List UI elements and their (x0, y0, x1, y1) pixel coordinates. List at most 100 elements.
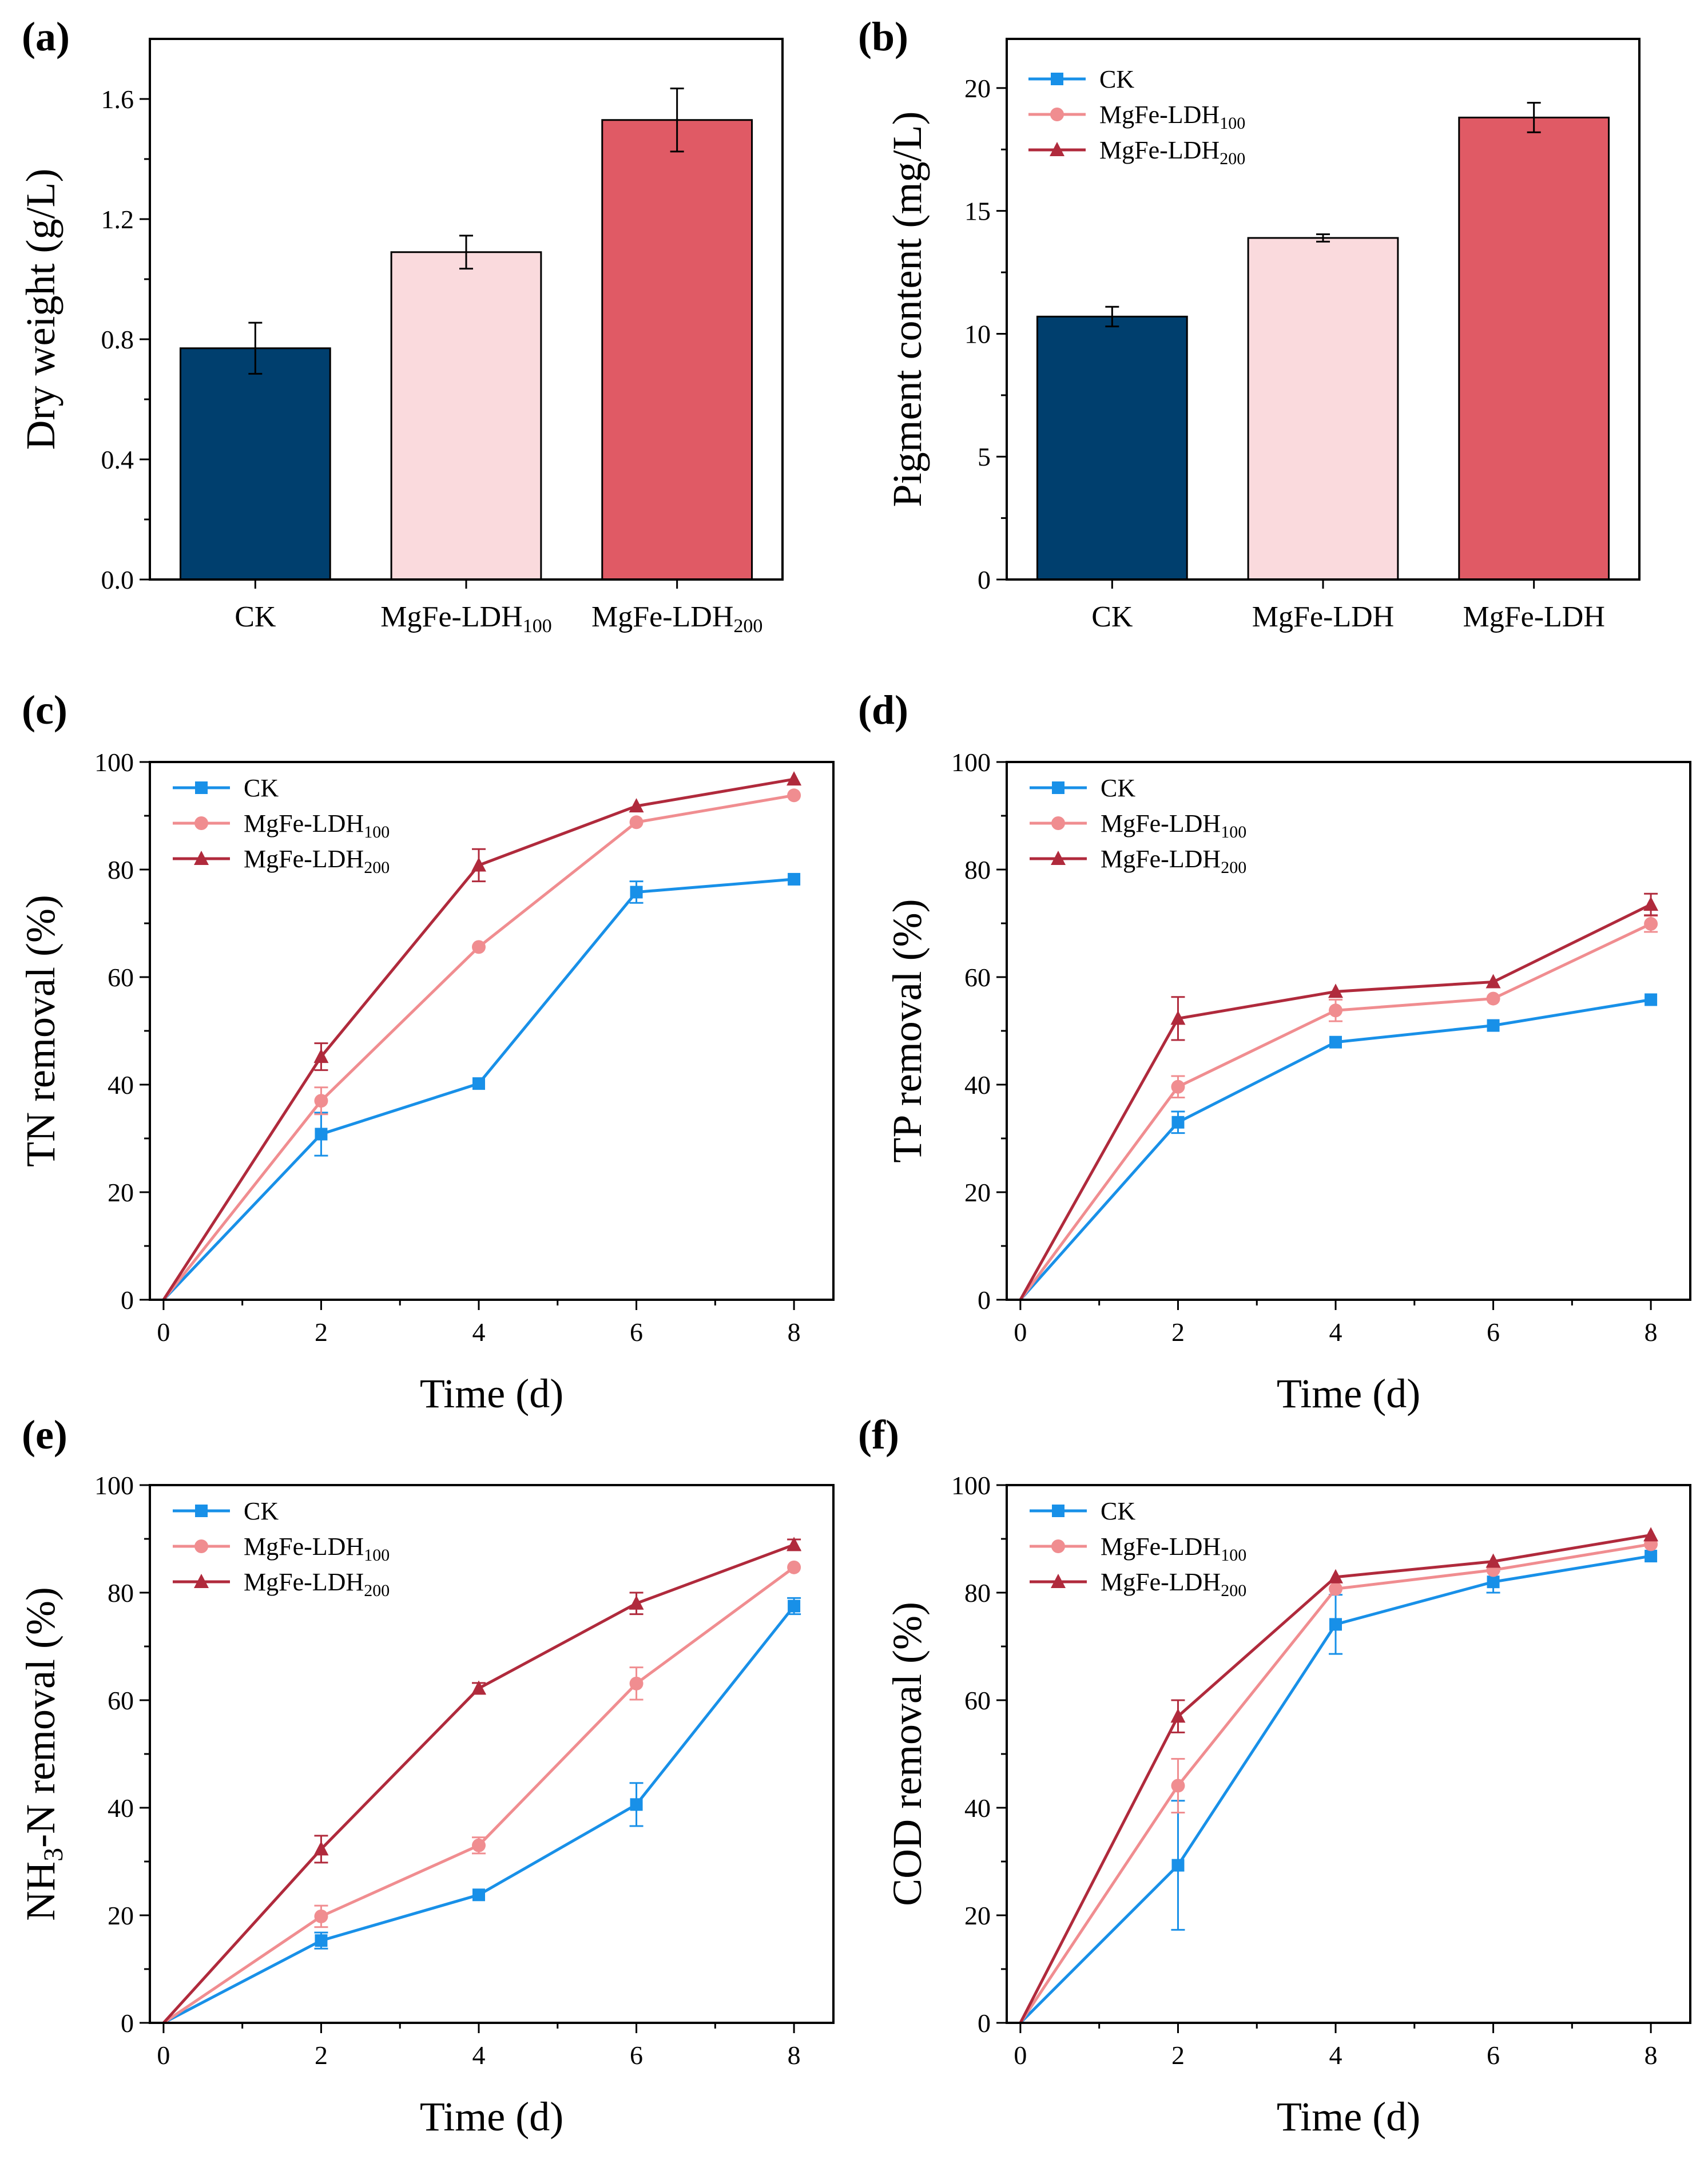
legend-label: CK (1101, 774, 1135, 802)
data-point (315, 1128, 328, 1141)
x-tick-label: 2 (315, 1317, 328, 1347)
bar (179, 347, 331, 581)
y-tick-label: 60 (964, 963, 991, 992)
legend-label: MgFe-LDH100 (1101, 1533, 1246, 1565)
data-point (1486, 991, 1500, 1006)
y-tick-label: 10 (964, 319, 991, 348)
y-axis-title: NH3-N removal (%) (18, 1587, 69, 1921)
panel-e: (e) 0 20 40 60 80 100 NH3-N removal (%) 0 2 4 6 8 Tim… (18, 1412, 835, 2140)
series-line (1019, 922, 1652, 1301)
data-point (1329, 1003, 1343, 1018)
legend-marker (194, 1574, 209, 1588)
legend-marker (194, 816, 208, 830)
data-point (630, 886, 643, 899)
y-tick-label: 0 (978, 1285, 991, 1315)
data-point (1487, 1019, 1500, 1032)
y-tick-label: 40 (964, 1070, 991, 1100)
y-tick-label: 0.4 (101, 445, 134, 474)
x-tick-label: 8 (1645, 2041, 1658, 2070)
legend-marker (194, 851, 209, 865)
legend-label: MgFe-LDH100 (1099, 101, 1245, 133)
plot-frame (1006, 38, 1641, 581)
data-point (1329, 1035, 1342, 1049)
x-tick-label: 2 (1171, 1317, 1185, 1347)
data-point (1171, 1859, 1185, 1872)
y-axis-title: Pigment content (mg/L) (884, 112, 930, 507)
category-label: MgFe-LDH100 (380, 601, 551, 637)
legend-label: MgFe-LDH200 (1099, 136, 1245, 168)
bar (1458, 116, 1610, 581)
data-point (1645, 1550, 1658, 1563)
panel-label: (e) (22, 1412, 67, 1458)
x-tick-label: 2 (315, 2041, 328, 2070)
legend-marker (1050, 142, 1064, 156)
y-tick-label: 40 (964, 1793, 991, 1823)
data-point (787, 771, 802, 786)
x-axis-title: Time (d) (1277, 1371, 1420, 1416)
y-tick-label: 1.6 (101, 85, 134, 114)
y-tick-label: 5 (978, 442, 991, 471)
x-tick-label: 4 (472, 1317, 486, 1347)
data-point (1644, 916, 1658, 931)
y-axis-title: Dry weight (g/L) (18, 169, 63, 450)
data-point (472, 1838, 486, 1852)
data-point (1328, 1569, 1344, 1583)
bar (601, 119, 753, 581)
data-point (1328, 983, 1344, 998)
x-tick-label: 4 (1329, 1317, 1342, 1347)
data-point (1643, 1527, 1659, 1542)
y-tick-label: 80 (108, 1578, 134, 1608)
legend-label: MgFe-LDH200 (244, 1568, 390, 1600)
data-point (1645, 993, 1658, 1006)
data-point (1485, 1553, 1501, 1568)
legend-marker (1051, 851, 1066, 865)
y-tick-label: 20 (108, 1901, 134, 1930)
data-point (1485, 974, 1501, 989)
y-tick-label: 40 (108, 1793, 134, 1823)
data-point (788, 872, 801, 886)
y-tick-label: 1.2 (101, 205, 134, 234)
y-tick-label: 0 (121, 1285, 134, 1315)
x-tick-label: 6 (630, 2041, 643, 2070)
panel-c: (c) 0 20 40 60 80 100 TN removal (%) 0 2 4 6 8 Time (… (18, 687, 835, 1416)
data-point (787, 1537, 802, 1551)
data-point (471, 857, 487, 872)
data-point (1329, 1582, 1343, 1596)
x-tick-label: 4 (472, 2041, 486, 2070)
data-point (1170, 1708, 1186, 1723)
panel-f: (f) 0 20 40 60 80 100 COD removal (%) 0 2 4 6 8 Time … (858, 1412, 1691, 2140)
series-line (162, 1543, 795, 2024)
x-tick-label: 8 (1645, 1317, 1658, 1347)
data-point (629, 798, 644, 813)
y-tick-label: 40 (108, 1070, 134, 1100)
category-label: MgFe-LDH200 (591, 601, 762, 637)
bar (1036, 315, 1188, 581)
legend-marker (1051, 1539, 1065, 1553)
legend-label: MgFe-LDH200 (1101, 845, 1246, 877)
y-tick-label: 20 (964, 1901, 991, 1930)
plot-frame (149, 38, 784, 581)
y-tick-label: 80 (108, 855, 134, 884)
legend-label: MgFe-LDH100 (1101, 809, 1246, 842)
legend-label: MgFe-LDH200 (244, 845, 390, 877)
category-label: MgFe-LDH (1463, 601, 1604, 633)
y-axis-title: COD removal (%) (884, 1602, 930, 1906)
plot-frame (1006, 761, 1691, 1301)
y-tick-label: 0 (121, 2009, 134, 2038)
x-axis-title: Time (d) (1277, 2094, 1420, 2140)
bar (1247, 237, 1399, 581)
panel-b: (b) 0 5 10 15 20 Pigment content (mg/L) CK MgFe-… (858, 14, 1641, 633)
x-axis-title: Time (d) (420, 1371, 563, 1416)
y-tick-label: 100 (94, 748, 134, 777)
x-tick-label: 4 (1329, 2041, 1342, 2070)
y-axis-title: TP removal (%) (884, 899, 930, 1162)
data-point (629, 1595, 644, 1610)
legend-label: MgFe-LDH100 (244, 809, 390, 842)
data-point (472, 1888, 486, 1902)
data-point (471, 1680, 487, 1695)
y-tick-label: 20 (964, 74, 991, 103)
legend-label: MgFe-LDH200 (1101, 1568, 1246, 1600)
x-tick-label: 0 (1014, 1317, 1027, 1347)
data-point (1171, 1116, 1185, 1129)
data-point (629, 1676, 644, 1690)
